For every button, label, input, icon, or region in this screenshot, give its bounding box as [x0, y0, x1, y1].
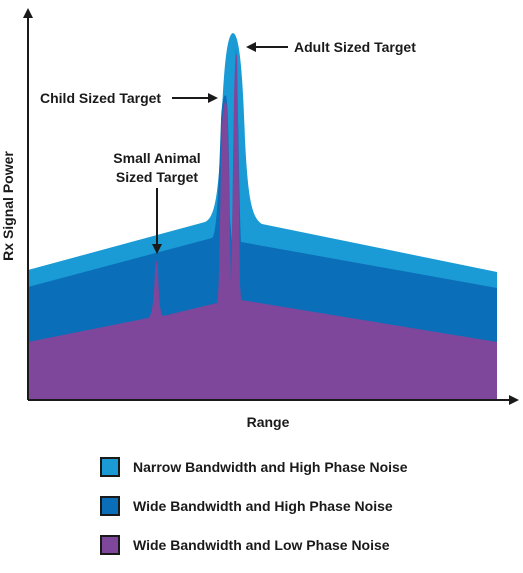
radar-diagram: Range Rx Signal Power Adult Sized Target… — [0, 8, 519, 430]
legend-item-narrow-high-noise: Narrow Bandwidth and High Phase Noise — [100, 456, 408, 478]
legend-swatch — [100, 535, 120, 555]
area-wide-high-noise — [28, 48, 497, 400]
adult-target-label: Adult Sized Target — [294, 39, 416, 55]
animal-target-label-line2: Sized Target — [116, 169, 199, 185]
legend-label: Narrow Bandwidth and High Phase Noise — [133, 459, 408, 475]
x-axis-label: Range — [247, 414, 290, 430]
animal-target-label-line1: Small Animal — [113, 150, 200, 166]
y-axis-label: Rx Signal Power — [0, 151, 16, 261]
legend-swatch — [100, 457, 120, 477]
legend-label: Wide Bandwidth and Low Phase Noise — [133, 537, 390, 553]
legend: Narrow Bandwidth and High Phase Noise Wi… — [100, 456, 408, 573]
legend-item-wide-high-noise: Wide Bandwidth and High Phase Noise — [100, 495, 408, 517]
area-wide-low-noise — [28, 54, 497, 401]
legend-label: Wide Bandwidth and High Phase Noise — [133, 498, 393, 514]
legend-item-wide-low-noise: Wide Bandwidth and Low Phase Noise — [100, 534, 408, 556]
child-target-label: Child Sized Target — [40, 90, 161, 106]
legend-swatch — [100, 496, 120, 516]
